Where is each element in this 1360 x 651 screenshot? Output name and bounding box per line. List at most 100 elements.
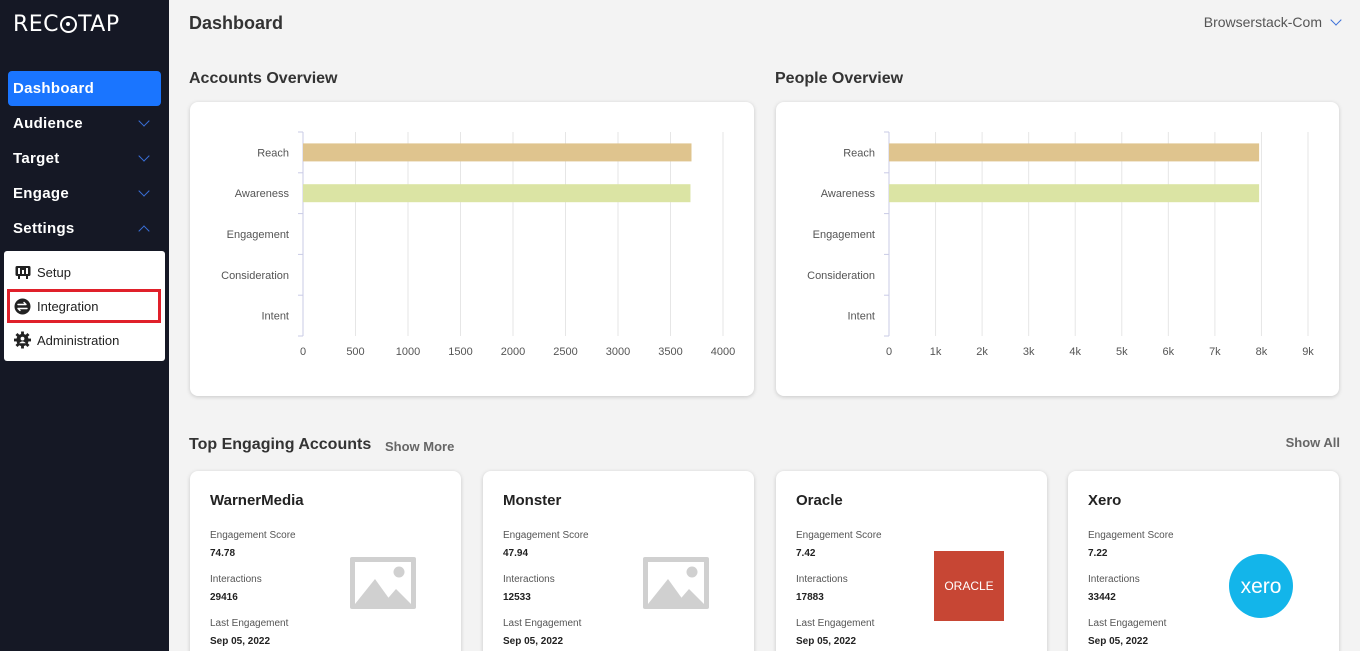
sidebar-item-engage[interactable]: Engage — [8, 176, 161, 211]
y-category-label: Consideration — [221, 270, 289, 282]
y-category-label: Engagement — [813, 229, 875, 241]
people-overview-chart: 0 1k 2k 3k 4k 5k 6k 7k 8k 9k Reach Awareness Engagem… — [807, 131, 1314, 358]
engagement-score-value: 74.78 — [210, 548, 236, 559]
account-card[interactable]: Monster Engagement Score 47.94 Interacti… — [483, 471, 754, 651]
accounts-overview-chart: 0 500 1000 1500 2000 2500 3000 3500 4000 Reach Awa… — [221, 131, 735, 358]
account-name[interactable]: Oracle — [796, 492, 843, 509]
bar-reach[interactable] — [889, 143, 1260, 162]
interactions-label: Interactions — [503, 574, 555, 585]
top-accounts-title: Top Engaging Accounts — [189, 436, 372, 453]
x-tick-label: 6k — [1163, 346, 1175, 358]
interactions-label: Interactions — [210, 574, 262, 585]
account-card[interactable]: WarnerMedia Engagement Score 74.78 Inter… — [190, 471, 461, 651]
bar-awareness[interactable] — [303, 184, 691, 203]
people-overview-card: 0 1k 2k 3k 4k 5k 6k 7k 8k 9k Reach Awareness Engagem… — [776, 102, 1339, 396]
x-tick-label: 1000 — [396, 346, 420, 358]
interactions-value: 17883 — [796, 592, 824, 603]
last-engagement-label: Last Engagement — [1088, 618, 1167, 629]
account-name[interactable]: Monster — [503, 492, 562, 509]
chevron-down-icon — [1330, 13, 1342, 26]
recotap-logo[interactable]: REC TAP — [13, 12, 120, 37]
sidebar-nav: Dashboard Audience Target Engage Setting… — [8, 71, 161, 246]
y-category-label: Awareness — [821, 188, 876, 200]
x-tick-label: 1k — [930, 346, 942, 358]
submenu-item-setup[interactable]: Setup — [4, 255, 165, 289]
engagement-score-label: Engagement Score — [1088, 530, 1174, 541]
x-tick-label: 4k — [1069, 346, 1081, 358]
x-tick-label: 3000 — [606, 346, 630, 358]
oracle-logo: ORACLE — [934, 551, 1004, 621]
location-pin-icon — [60, 16, 78, 33]
sidebar-item-settings[interactable]: Settings — [8, 211, 161, 246]
placeholder-image-icon — [643, 557, 709, 609]
sidebar-item-label: Target — [13, 150, 60, 167]
accounts-overview-title: Accounts Overview — [189, 70, 338, 87]
engagement-score-label: Engagement Score — [503, 530, 589, 541]
y-category-label: Engagement — [227, 229, 289, 241]
x-tick-label: 0 — [300, 346, 306, 358]
interactions-label: Interactions — [796, 574, 848, 585]
last-engagement-label: Last Engagement — [503, 618, 582, 629]
bar-awareness[interactable] — [889, 184, 1260, 203]
chevron-up-icon — [138, 224, 150, 237]
submenu-item-label: Setup — [37, 264, 71, 280]
last-engagement-label: Last Engagement — [210, 618, 289, 629]
account-name[interactable]: Xero — [1088, 492, 1122, 509]
interactions-value: 29416 — [210, 592, 238, 603]
x-tick-label: 2500 — [553, 346, 577, 358]
submenu-item-administration[interactable]: Administration — [4, 323, 165, 357]
interactions-value: 33442 — [1088, 592, 1116, 603]
sidebar-item-label: Audience — [13, 115, 83, 132]
x-tick-label: 2000 — [501, 346, 525, 358]
submenu-item-integration[interactable]: Integration — [7, 289, 161, 323]
sidebar-item-audience[interactable]: Audience — [8, 106, 161, 141]
submenu-item-label: Integration — [37, 298, 99, 314]
y-category-label: Intent — [261, 311, 289, 323]
org-selector[interactable]: Browserstack-Com — [1203, 13, 1342, 30]
engagement-score-label: Engagement Score — [210, 530, 296, 541]
x-tick-label: 9k — [1302, 346, 1314, 358]
x-tick-label: 4000 — [711, 346, 735, 358]
sidebar-item-target[interactable]: Target — [8, 141, 161, 176]
x-tick-label: 3k — [1023, 346, 1035, 358]
engagement-score-value: 7.22 — [1088, 548, 1108, 559]
y-category-label: Awareness — [235, 188, 290, 200]
account-card[interactable]: Oracle Engagement Score 7.42 Interaction… — [776, 471, 1047, 651]
sidebar-item-label: Settings — [13, 220, 75, 237]
setup-board-icon — [14, 264, 31, 281]
settings-submenu: Setup Integration Administration — [4, 251, 165, 361]
accounts-overview-card: 0 500 1000 1500 2000 2500 3000 3500 4000 Reach Awa… — [190, 102, 754, 396]
page-title: Dashboard — [189, 13, 284, 33]
sidebar-item-label: Dashboard — [13, 80, 95, 97]
show-all-link[interactable]: Show All — [1285, 435, 1340, 450]
svg-text:xero: xero — [1241, 575, 1282, 598]
y-category-label: Intent — [847, 311, 875, 323]
main-content: Dashboard Browserstack-Com Accounts Over… — [169, 0, 1360, 651]
svg-text:ORACLE: ORACLE — [944, 579, 993, 593]
x-tick-label: 5k — [1116, 346, 1128, 358]
last-engagement-value: Sep 05, 2022 — [1088, 636, 1149, 647]
people-overview-title: People Overview — [775, 70, 904, 87]
engagement-score-value: 7.42 — [796, 548, 816, 559]
bar-reach[interactable] — [303, 143, 692, 162]
x-tick-label: 3500 — [658, 346, 682, 358]
engagement-score-value: 47.94 — [503, 548, 529, 559]
y-category-label: Consideration — [807, 270, 875, 282]
chevron-down-icon — [138, 150, 150, 162]
x-tick-label: 7k — [1209, 346, 1221, 358]
submenu-item-label: Administration — [37, 332, 120, 348]
account-card[interactable]: Xero Engagement Score 7.22 Interactions … — [1068, 471, 1339, 651]
last-engagement-value: Sep 05, 2022 — [210, 636, 271, 647]
placeholder-image-icon — [350, 557, 416, 609]
x-tick-label: 0 — [886, 346, 892, 358]
x-tick-label: 2k — [976, 346, 988, 358]
account-name[interactable]: WarnerMedia — [210, 492, 304, 509]
last-engagement-value: Sep 05, 2022 — [503, 636, 564, 647]
chevron-down-icon — [138, 185, 150, 197]
show-more-link[interactable]: Show More — [385, 439, 455, 454]
x-tick-label: 1500 — [448, 346, 472, 358]
y-category-label: Reach — [843, 147, 875, 159]
sidebar-item-label: Engage — [13, 185, 69, 202]
sidebar-item-dashboard[interactable]: Dashboard — [8, 71, 161, 106]
org-selector-label: Browserstack-Com — [1203, 14, 1322, 30]
